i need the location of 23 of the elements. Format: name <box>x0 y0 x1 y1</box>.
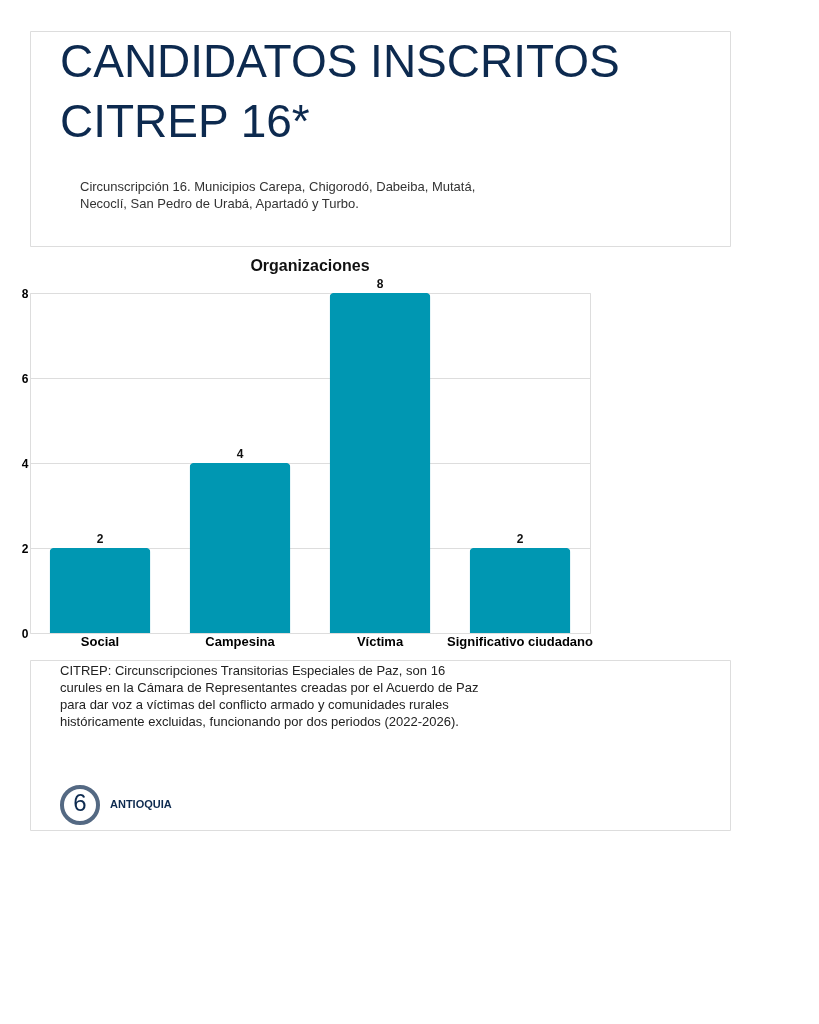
data-label: 2 <box>96 532 104 546</box>
y-tick-label: 8 <box>21 286 29 301</box>
chart-title: Organizaciones <box>250 257 370 274</box>
text: CITREP: Circunscripciones Transitorias Especiales de Paz, son 16 curules en la Cámara de Representantes creadas por el Acuerdo de Paz para dar voz a víctimas del conflicto armado y comunidades rurales históricamente excluidas, funcionando por dos periodos (2022-2026). <box>60 663 479 729</box>
x-tick-label: Víctima <box>356 633 404 649</box>
data-label: 2 <box>516 532 524 546</box>
text: CANDIDATOS INSCRITOS CITREP 16* <box>60 35 620 147</box>
bar <box>189 463 291 633</box>
y-tick-label: 2 <box>21 541 29 556</box>
text: Circunscripción 16. Municipios Carepa, Chigorodó, Dabeiba, Mutatá, Necoclí, San Pedro de Urabá, Apartadó y Turbo. <box>80 179 476 211</box>
bar <box>49 548 151 633</box>
y-tick-label: 0 <box>21 626 29 641</box>
x-tick-label: Significativo ciudadano <box>447 633 594 649</box>
bar <box>329 293 431 633</box>
bar <box>469 548 571 633</box>
x-tick-label: Campesina <box>205 633 276 649</box>
text: 6 <box>73 789 87 816</box>
data-label: 4 <box>236 447 244 461</box>
y-tick-label: 6 <box>21 371 29 386</box>
text: ANTIOQUIA <box>110 798 172 810</box>
data-label: 8 <box>376 277 384 291</box>
x-tick-label: Social <box>80 633 120 649</box>
y-tick-label: 4 <box>21 456 29 471</box>
